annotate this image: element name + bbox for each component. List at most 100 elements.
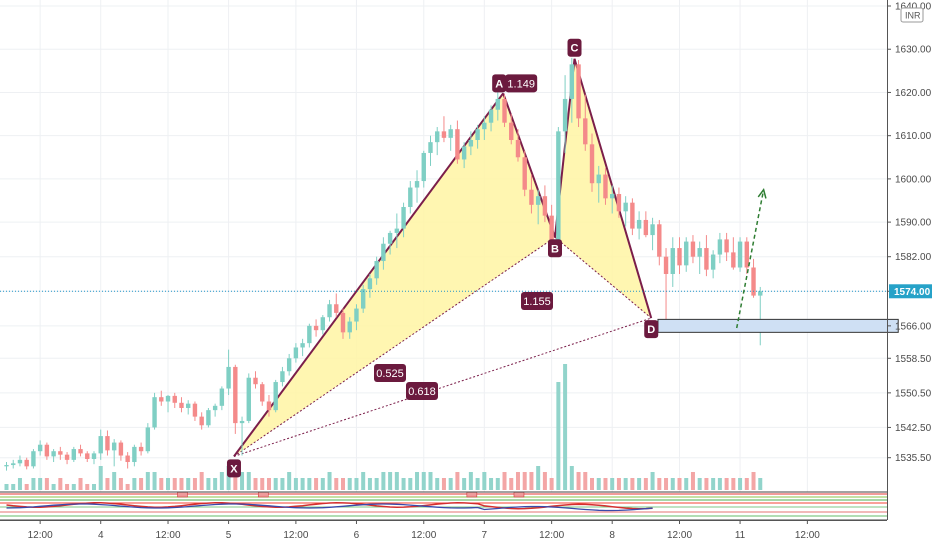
volume-bar: [731, 478, 736, 490]
volume-bar: [354, 478, 359, 490]
candle-body: [435, 131, 440, 143]
volume-bar: [509, 478, 514, 490]
volume-bar: [569, 466, 574, 490]
volume-bar: [536, 466, 541, 490]
volume-bar: [408, 478, 413, 490]
volume-bar: [711, 478, 716, 490]
candle-body: [576, 64, 581, 119]
harmonic-pattern: [233, 58, 653, 457]
volume-bar: [549, 478, 554, 490]
volume-bar: [300, 478, 305, 490]
volume-bar: [240, 472, 245, 490]
pattern-line-xb: [233, 236, 556, 457]
volume-bar: [717, 478, 722, 490]
candle-body: [710, 254, 716, 270]
candle-body: [704, 248, 709, 270]
x-tick-label: 8: [609, 530, 615, 541]
candle-body: [246, 377, 251, 421]
candle-body: [78, 449, 83, 454]
candle-body: [313, 325, 319, 331]
candles: [4, 57, 763, 471]
volume-bar: [367, 478, 372, 490]
volume-bar: [381, 472, 386, 490]
volume-bar: [112, 472, 117, 490]
candle-body: [253, 377, 258, 385]
candle-body: [327, 304, 332, 318]
candle-body: [145, 427, 151, 452]
volume-bar: [11, 484, 16, 490]
volume-bar: [320, 478, 325, 490]
candle-body: [132, 446, 137, 463]
y-tick-label: 1610.00: [895, 131, 932, 142]
current-price-tag: [889, 284, 932, 299]
candle-body: [206, 410, 211, 426]
y-tick-label: 1566.00: [895, 321, 932, 332]
volume-bar: [374, 478, 379, 490]
volume-bar: [266, 478, 271, 490]
candle-body: [731, 252, 736, 268]
volume-bar: [58, 478, 63, 490]
ratio-label-xb: 0.525: [376, 368, 404, 380]
candle-body: [549, 215, 554, 244]
candle-body: [320, 317, 326, 331]
volume-bar: [758, 478, 763, 490]
point-label-a: A: [495, 78, 503, 90]
volume-bar: [603, 478, 608, 490]
volume-bar: [152, 472, 157, 490]
volume-bar: [522, 472, 527, 490]
indicator-marker: [466, 491, 478, 498]
volume-bar: [684, 478, 689, 490]
ratio-label-a: 1.149: [507, 78, 535, 90]
y-tick-label: 1558.50: [895, 354, 932, 365]
volume-bar: [246, 472, 251, 490]
volume-bar: [388, 472, 393, 490]
volume-bar: [495, 478, 500, 490]
volume-bar: [334, 478, 339, 490]
x-tick-label: 12:00: [539, 530, 564, 541]
candle-body: [85, 453, 90, 459]
indicator-marker: [257, 491, 269, 498]
candle-body: [280, 371, 285, 383]
candle-body: [44, 444, 50, 457]
candle-body: [71, 449, 76, 460]
volume-bar: [529, 472, 534, 490]
candle-body: [226, 366, 231, 389]
pattern-line-xd: [233, 317, 652, 457]
candle-body: [31, 451, 36, 467]
volume-bar: [637, 478, 642, 490]
candle-body: [387, 232, 393, 244]
currency-badge: [900, 7, 924, 23]
projection-arrow-head: [757, 188, 767, 199]
candle-body: [266, 401, 272, 411]
ratio-label-a-bg: [505, 74, 538, 93]
volume-bar: [327, 472, 332, 490]
volume-bar: [132, 478, 137, 490]
candle-body: [657, 224, 662, 257]
volume-bar: [650, 472, 655, 490]
volume-bar: [744, 478, 749, 490]
volume-bar: [253, 478, 258, 490]
candle-body: [367, 278, 373, 290]
candle-body: [589, 144, 595, 184]
x-tick-label: 12:00: [156, 530, 181, 541]
volume-bar: [428, 472, 433, 490]
candle-body: [502, 98, 507, 123]
pattern-line-cd: [573, 58, 653, 319]
candle-body: [98, 436, 103, 454]
candle-body: [448, 129, 453, 138]
volume-bar: [462, 478, 467, 490]
y-tick-label: 1600.00: [895, 174, 932, 185]
volume-bar: [643, 478, 648, 490]
candle-body: [111, 442, 117, 451]
volume-bar: [738, 478, 743, 490]
candle-body: [441, 131, 447, 138]
candle-body: [199, 416, 204, 426]
candle-body: [212, 405, 218, 411]
candle-body: [260, 384, 265, 402]
volume-bar: [38, 478, 43, 490]
candle-body: [684, 241, 689, 266]
volume-bar: [125, 484, 130, 490]
volume-bar: [85, 484, 90, 490]
volume-bar: [139, 478, 144, 490]
